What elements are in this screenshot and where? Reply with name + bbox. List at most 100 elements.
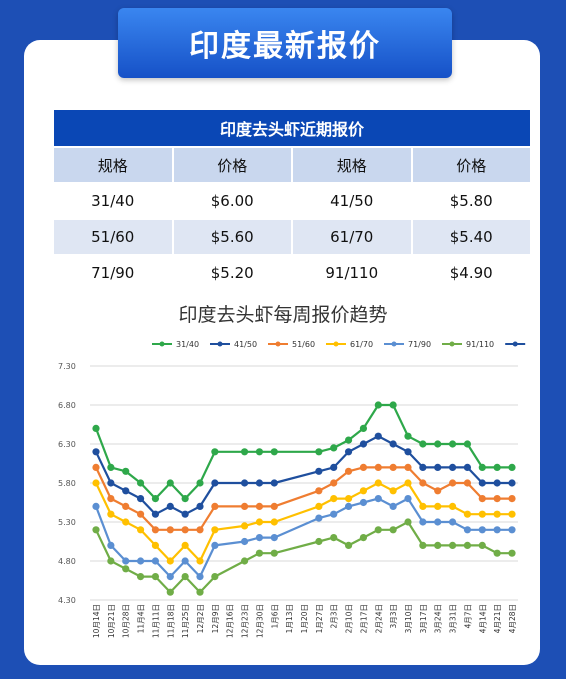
data-point <box>448 479 457 487</box>
legend-label: 91/110 <box>466 340 494 349</box>
data-point <box>463 440 472 448</box>
table-cell: 61/70 <box>293 220 411 254</box>
data-point <box>508 510 516 518</box>
data-point <box>270 479 278 487</box>
data-point <box>493 495 501 503</box>
x-tick-label: 1月27日 <box>315 604 324 633</box>
legend-marker <box>217 341 223 347</box>
data-point <box>344 495 353 503</box>
data-point <box>374 479 382 487</box>
x-tick-label: 12月2日 <box>196 604 205 633</box>
data-point <box>493 549 501 557</box>
legend-marker <box>449 341 455 347</box>
x-tick-label: 1月20日 <box>300 604 309 633</box>
data-point <box>211 479 219 487</box>
data-point <box>240 479 249 487</box>
data-point <box>136 495 145 503</box>
data-point <box>136 573 145 581</box>
price-table-title: 印度去头虾近期报价 <box>54 110 530 146</box>
data-point <box>196 502 204 510</box>
data-point <box>166 526 174 534</box>
data-point <box>508 463 516 471</box>
data-point <box>359 498 368 507</box>
x-tick-label: 2月10日 <box>345 604 354 633</box>
data-point <box>107 557 115 565</box>
data-point <box>434 440 442 448</box>
data-point <box>434 487 442 495</box>
data-point <box>389 401 397 409</box>
data-point <box>508 526 516 534</box>
data-point <box>270 549 278 557</box>
data-point <box>240 537 249 546</box>
data-point <box>92 479 100 487</box>
data-point <box>315 467 323 475</box>
data-point <box>315 502 323 510</box>
table-cell: $5.20 <box>173 256 291 290</box>
data-point <box>478 541 486 549</box>
data-point <box>359 534 368 542</box>
data-point <box>434 463 442 471</box>
data-point <box>107 479 115 487</box>
data-point <box>493 479 501 487</box>
data-point <box>166 557 174 565</box>
data-point <box>389 440 397 448</box>
data-point <box>448 463 457 471</box>
data-point <box>493 510 501 518</box>
data-point <box>240 448 249 456</box>
data-point <box>122 502 130 510</box>
data-point <box>92 448 100 456</box>
table-cell: $5.40 <box>412 220 530 254</box>
data-point <box>374 526 382 534</box>
data-point <box>315 537 323 546</box>
data-point <box>404 518 412 526</box>
data-point <box>166 479 174 487</box>
data-point <box>151 526 160 534</box>
data-point <box>448 502 457 510</box>
data-point <box>270 448 278 456</box>
data-point <box>404 495 412 503</box>
table-cell: 91/110 <box>293 256 411 290</box>
data-point <box>240 557 249 565</box>
data-point <box>196 573 204 581</box>
x-tick-label: 1月6日 <box>270 604 279 629</box>
data-point <box>211 502 219 510</box>
table-cell: 51/60 <box>54 220 172 254</box>
data-point <box>374 432 382 440</box>
data-point <box>434 518 442 526</box>
data-point <box>122 467 130 475</box>
data-point <box>181 541 189 549</box>
data-point <box>463 510 472 518</box>
data-point <box>478 510 486 518</box>
table-cell: 31/40 <box>54 184 172 218</box>
x-tick-label: 1月13日 <box>285 604 294 633</box>
x-tick-label: 3月31日 <box>449 604 458 633</box>
x-tick-label: 11月25日 <box>181 604 190 638</box>
data-point <box>151 510 160 518</box>
x-tick-label: 12月23日 <box>241 604 250 638</box>
x-tick-label: 11月11日 <box>151 604 160 638</box>
data-point <box>330 463 338 471</box>
x-tick-label: 4月7日 <box>463 604 472 629</box>
table-cell: 71/90 <box>54 256 172 290</box>
data-point <box>419 463 427 471</box>
data-point <box>508 495 516 503</box>
data-point <box>404 448 412 456</box>
data-point <box>315 514 323 522</box>
data-point <box>151 557 160 565</box>
data-point <box>211 541 219 549</box>
header-cell: 规格 <box>54 148 172 182</box>
data-point <box>389 526 397 534</box>
chart-title: 印度去头虾每周报价趋势 <box>178 304 388 326</box>
legend-label: 71/90 <box>408 340 431 349</box>
page-banner-title: 印度最新报价 <box>118 8 452 78</box>
x-tick-label: 3月10日 <box>404 604 413 633</box>
data-point <box>211 526 219 534</box>
data-point <box>151 495 160 503</box>
data-point <box>196 479 204 487</box>
data-point <box>136 479 145 487</box>
data-point <box>181 526 189 534</box>
data-point <box>330 510 338 518</box>
data-point <box>240 502 249 510</box>
data-point <box>478 526 486 534</box>
data-point <box>434 541 442 549</box>
